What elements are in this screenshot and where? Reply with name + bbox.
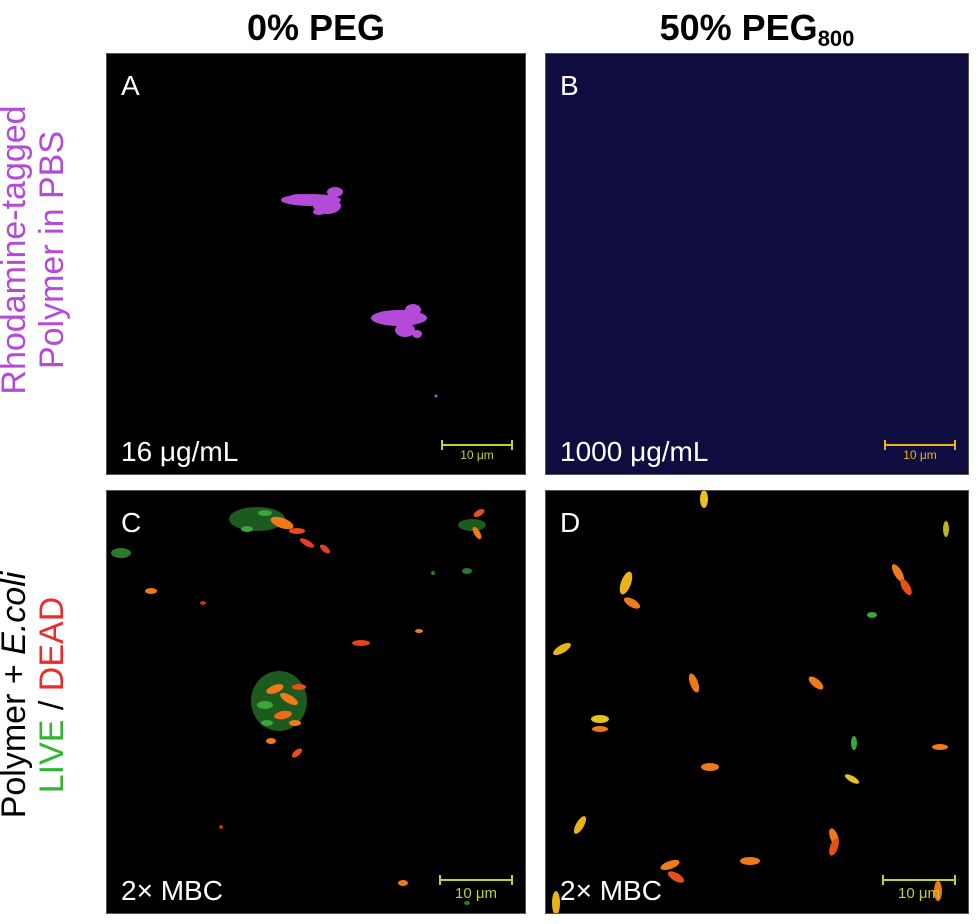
rhodamine-aggregates — [281, 187, 438, 398]
column-header-50-peg800: 50% PEG800 — [659, 7, 855, 51]
row-label-rhodamine-line2: Polymer in PBS — [33, 130, 71, 370]
scale-label-b: 10 μm — [903, 448, 937, 462]
scale-bar-a: 10 μm — [441, 438, 513, 464]
row-label-live-dead-line1: Polymer + E.coli — [0, 571, 33, 819]
concentration-label-d: 2× MBC — [560, 875, 662, 906]
bacteria-cluster-c — [111, 507, 486, 905]
row-label-rhodamine: Rhodamine-tagged Polymer in PBS — [0, 40, 75, 460]
scale-bar-d: 10 μm — [882, 873, 956, 903]
scale-label-a: 10 μm — [460, 448, 494, 462]
concentration-label-a: 16 μg/mL — [121, 436, 239, 467]
micrograph-panel-b: B 1000 μg/mL 10 μm — [545, 53, 969, 475]
scale-label-c: 10 μm — [455, 885, 497, 902]
concentration-label-b: 1000 μg/mL — [560, 436, 709, 467]
panel-letter-c: C — [121, 507, 142, 538]
row-label-rhodamine-line1: Rhodamine-tagged — [0, 105, 33, 395]
micrograph-panel-d: D 2× MBC 10 μm — [545, 490, 969, 914]
micrograph-panel-c: C 2× MBC 10 μm — [106, 490, 526, 914]
panel-letter-a: A — [121, 70, 140, 101]
scale-label-d: 10 μm — [898, 885, 940, 902]
bacteria-scattered-d — [552, 491, 949, 913]
row-label-live-dead-line2: LIVE / DEAD — [33, 596, 71, 794]
micrograph-panel-a: A 16 μg/mL 10 μm — [106, 53, 526, 475]
panel-letter-b: B — [560, 70, 579, 101]
column-header-0-peg: 0% PEG — [246, 7, 386, 48]
panel-letter-d: D — [560, 507, 581, 538]
scale-bar-b: 10 μm — [884, 438, 956, 464]
concentration-label-c: 2× MBC — [121, 875, 223, 906]
row-label-live-dead: Polymer + E.coli LIVE / DEAD — [0, 485, 75, 905]
scale-bar-c: 10 μm — [439, 873, 513, 903]
